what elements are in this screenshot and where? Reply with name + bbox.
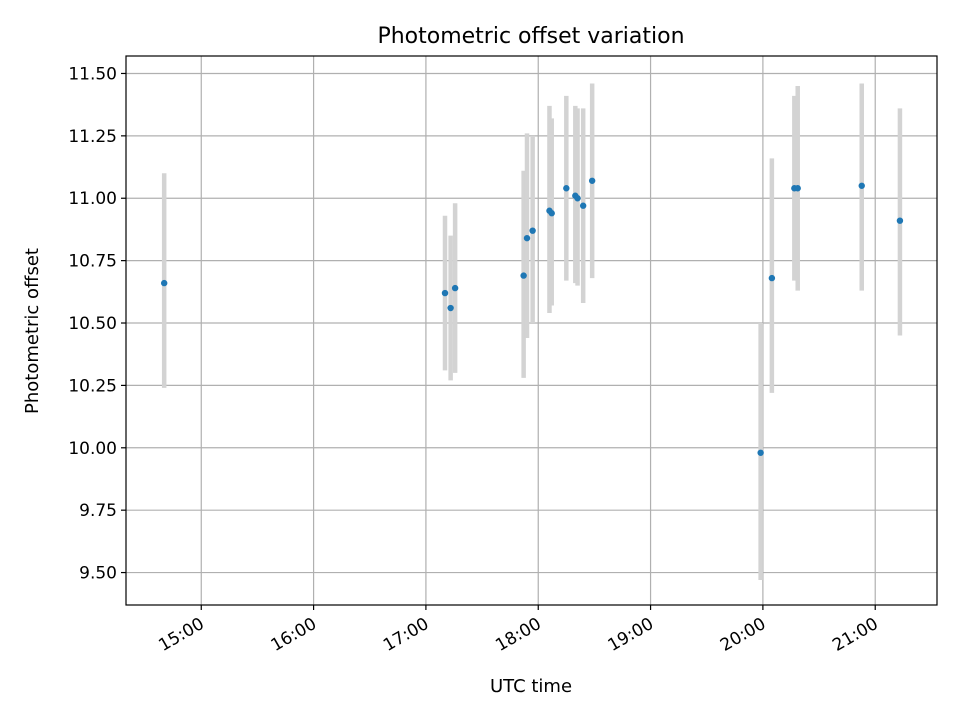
y-tick-label: 11.50	[68, 64, 117, 84]
data-point	[757, 449, 764, 456]
data-point	[529, 227, 536, 234]
data-point	[588, 177, 596, 184]
x-tick-label: 18:00	[492, 614, 544, 656]
data-point	[548, 210, 555, 217]
y-tick-label: 10.00	[68, 439, 117, 459]
data-point	[858, 182, 865, 189]
plot-frame	[125, 55, 938, 606]
data-point	[441, 289, 449, 297]
x-tick-label: 20:00	[717, 614, 769, 656]
x-tick-label: 21:00	[829, 614, 881, 656]
error-bars	[161, 83, 903, 581]
chart-title: Photometric offset variation	[377, 24, 684, 49]
y-tick-label: 9.50	[79, 564, 117, 584]
data-point	[896, 217, 904, 224]
data-point	[160, 279, 168, 287]
data-point	[520, 272, 527, 279]
data-point	[768, 274, 776, 282]
y-tick-label: 10.25	[68, 376, 117, 396]
data-point	[447, 304, 454, 312]
x-tick-label: 16:00	[268, 614, 320, 656]
data-point	[563, 185, 570, 192]
data-point	[574, 195, 581, 202]
data-point	[579, 202, 587, 209]
data-point	[451, 284, 459, 292]
x-tick-label: 19:00	[605, 614, 657, 656]
x-tick-label: 15:00	[155, 614, 207, 656]
y-tick-label: 10.50	[68, 314, 117, 334]
x-axis-label: UTC time	[490, 676, 572, 697]
y-tick-label: 11.00	[68, 189, 117, 209]
y-axis-ticks: 9.50 9.75 10.00 10.25 10.50 10.75 11.00 11.25 11…	[68, 64, 126, 584]
y-axis-label: Photometric offset	[22, 248, 43, 414]
y-tick-label: 11.25	[68, 127, 117, 147]
data-points	[160, 177, 904, 456]
y-tick-label: 9.75	[79, 501, 117, 521]
x-tick-label: 17:00	[380, 614, 432, 656]
data-point	[523, 234, 531, 242]
y-tick-label: 10.75	[68, 252, 117, 272]
data-point	[794, 185, 801, 192]
x-axis-ticks: 15:00 16:00 17:00 18:00 19:00 20:00 21:00	[155, 605, 882, 656]
